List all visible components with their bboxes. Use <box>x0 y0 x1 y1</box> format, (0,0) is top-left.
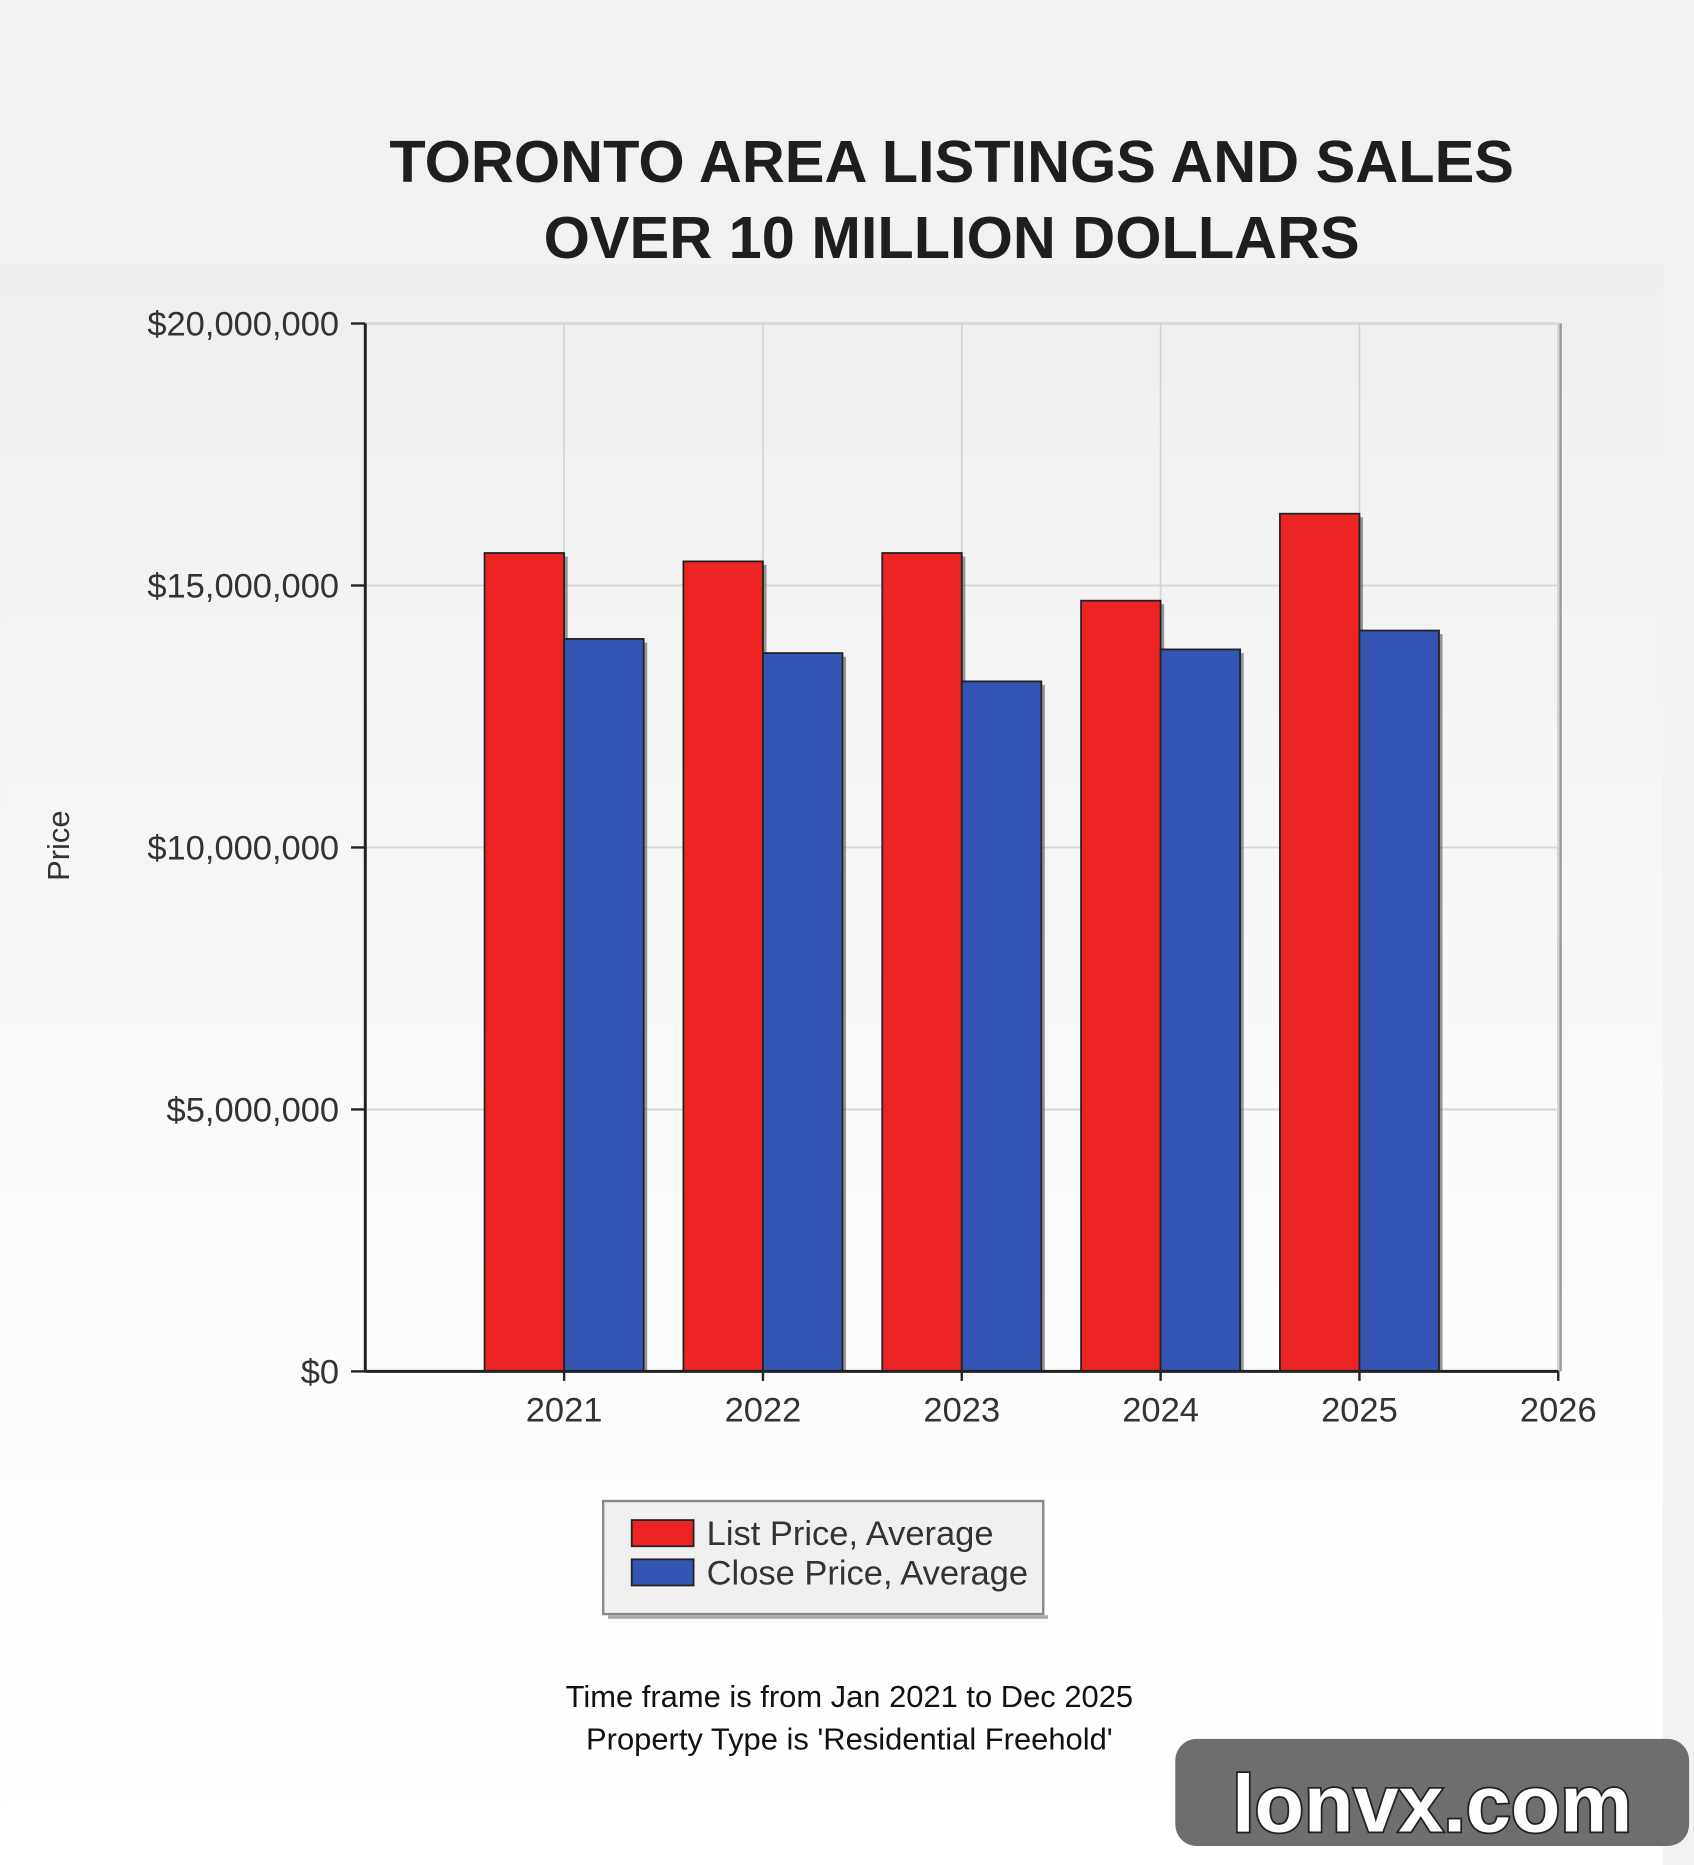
bar <box>1159 648 1242 1373</box>
y-tick-label: $0 <box>301 1353 339 1391</box>
legend-swatch <box>630 1558 695 1587</box>
bar <box>682 560 764 1373</box>
y-tick-label: $10,000,000 <box>147 829 339 867</box>
y-tick-label: $20,000,000 <box>147 305 339 343</box>
legend-label: List Price, Average <box>707 1515 994 1553</box>
bar <box>881 552 963 1373</box>
note: Time frame is from Jan 2021 to Dec 2025 <box>566 1679 1133 1714</box>
y-axis-label: Price <box>41 810 76 880</box>
x-tick-label: 2024 <box>1122 1391 1199 1429</box>
y-tick-label: $5,000,000 <box>167 1091 340 1129</box>
x-tick-label: 2025 <box>1321 1391 1398 1429</box>
x-tick-label: 2021 <box>526 1391 603 1429</box>
y-tick-label: $15,000,000 <box>147 567 339 605</box>
bar <box>762 652 844 1373</box>
x-tick-label: 2022 <box>725 1391 802 1429</box>
bar <box>960 680 1043 1373</box>
legend-label: Close Price, Average <box>707 1554 1028 1592</box>
bar <box>483 552 566 1373</box>
note: Property Type is 'Residential Freehold' <box>586 1722 1113 1757</box>
bar <box>1358 629 1440 1373</box>
x-tick-label: 2026 <box>1520 1391 1597 1429</box>
watermark: lonvx.com <box>1232 1760 1632 1850</box>
chart-title: TORONTO AREA LISTINGS AND SALES OVER 10 M… <box>389 128 1513 271</box>
bar <box>1279 512 1361 1373</box>
watermark-box <box>1175 1738 1690 1846</box>
bar <box>563 638 645 1373</box>
legend-shadow <box>607 1615 1049 1619</box>
legend-swatch <box>630 1519 695 1548</box>
bar <box>1080 599 1162 1373</box>
x-tick-label: 2023 <box>923 1391 1000 1429</box>
